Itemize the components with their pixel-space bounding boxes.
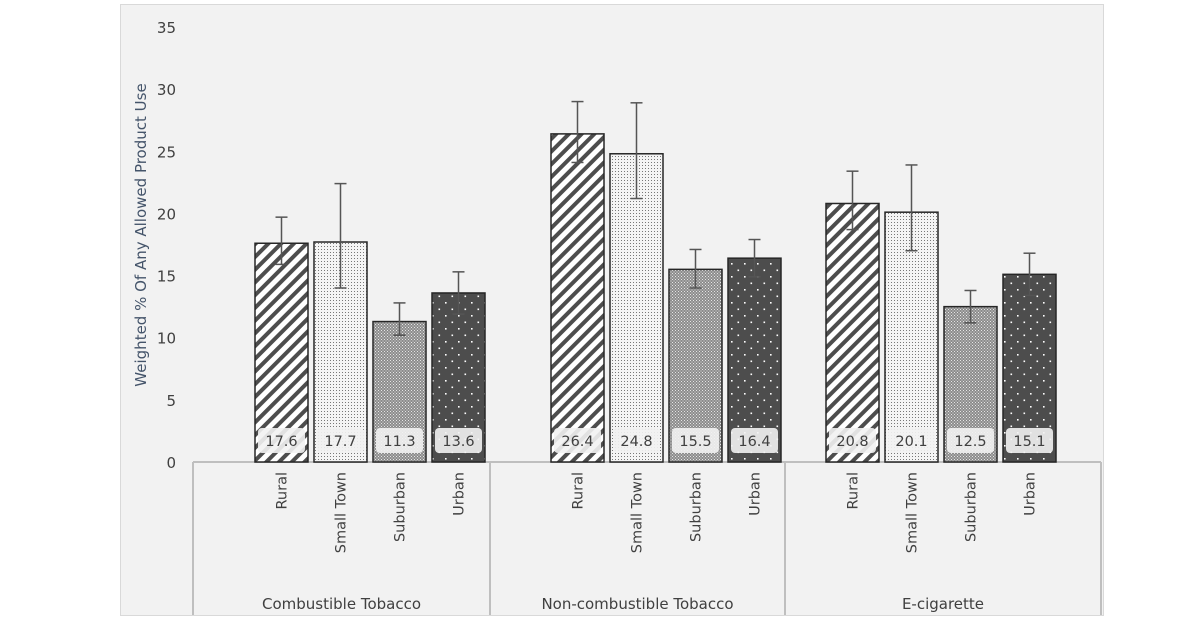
y-tick-label: 15 [157, 268, 176, 286]
data-label: 16.4 [738, 434, 770, 450]
data-label: 13.6 [442, 434, 474, 450]
bar-rural [550, 133, 605, 463]
y-axis-label: Weighted % Of Any Allowed Product Use [132, 83, 150, 386]
data-label-box [829, 428, 876, 453]
data-label: 15.1 [1013, 434, 1045, 450]
y-tick-label: 20 [157, 205, 176, 223]
category-label: Rural [571, 472, 587, 510]
data-label-box [947, 428, 994, 453]
y-tick-label: 35 [157, 19, 176, 37]
data-label-box [258, 428, 305, 453]
category-label: Suburban [689, 472, 705, 542]
bar-rural [254, 242, 309, 463]
category-label: Rural [846, 472, 862, 510]
data-label-box [672, 428, 719, 453]
data-label: 15.5 [679, 434, 711, 450]
data-label: 12.5 [954, 434, 986, 450]
data-label: 20.1 [895, 434, 927, 450]
data-label-box [888, 428, 935, 453]
data-label: 17.7 [324, 434, 356, 450]
category-label: Urban [1023, 472, 1039, 516]
category-label: Suburban [964, 472, 980, 542]
y-tick-label: 25 [157, 143, 176, 161]
category-label: Small Town [905, 472, 921, 553]
y-tick-label: 10 [157, 330, 176, 348]
data-label-box [554, 428, 601, 453]
data-label: 26.4 [561, 434, 593, 450]
group-label: Combustible Tobacco [262, 595, 421, 613]
data-label: 11.3 [383, 434, 415, 450]
data-label-box [731, 428, 778, 453]
category-label: Suburban [393, 472, 409, 542]
group-label: E-cigarette [902, 595, 984, 613]
data-label-box [317, 428, 364, 453]
data-label: 24.8 [620, 434, 652, 450]
bar-rural [825, 202, 880, 463]
category-label: Small Town [630, 472, 646, 553]
category-label: Rural [275, 472, 291, 510]
data-label: 20.8 [836, 434, 868, 450]
bar-small-town [609, 153, 664, 463]
category-label: Small Town [334, 472, 350, 553]
y-tick-label: 5 [166, 392, 176, 410]
group-label: Non-combustible Tobacco [541, 595, 733, 613]
data-label-box [613, 428, 660, 453]
data-label-box [1006, 428, 1053, 453]
y-tick-label: 0 [166, 454, 176, 472]
category-label: Urban [748, 472, 764, 516]
data-label-box [435, 428, 482, 453]
bar-small-town [884, 211, 939, 463]
category-label: Urban [452, 472, 468, 516]
data-label-box [376, 428, 423, 453]
data-label: 17.6 [265, 434, 297, 450]
y-tick-label: 30 [157, 81, 176, 99]
